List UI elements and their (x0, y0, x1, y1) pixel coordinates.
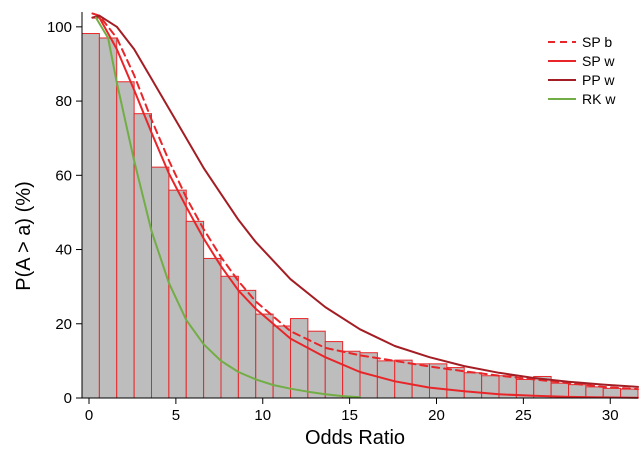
histogram-bar (98, 37, 118, 399)
legend-label: PP w (582, 72, 615, 88)
x-tick-label: 5 (172, 407, 180, 424)
histogram-bar (133, 113, 152, 399)
histogram-bar (463, 372, 483, 399)
axes: 0 20 40 60 80 100 0 5 10 15 20 25 30 (47, 12, 638, 424)
histogram-bar (185, 220, 205, 399)
histogram-bar (446, 367, 465, 399)
y-tick-label: 60 (55, 167, 72, 184)
y-tick-label: 20 (55, 316, 72, 333)
series-line-rk-w (94, 16, 361, 399)
legend-label: RK w (582, 91, 616, 107)
histogram-bar (151, 166, 170, 399)
histogram-bar (220, 275, 239, 399)
legend: SP b SP w PP w RK w (548, 34, 616, 107)
x-tick-label: 10 (254, 407, 271, 424)
series-line-pp-w (91, 14, 639, 388)
y-tick-label: 100 (47, 19, 72, 36)
histogram-bar (394, 359, 413, 399)
histogram-bar (255, 313, 274, 399)
y-tick-label: 0 (64, 390, 72, 407)
histogram-bar (290, 318, 309, 399)
legend-label: SP w (582, 53, 615, 69)
x-tick-label: 25 (515, 407, 532, 424)
histogram-bar (411, 363, 430, 399)
histogram-bars (81, 33, 639, 399)
histogram-bar (168, 189, 187, 399)
x-tick-label: 15 (341, 407, 358, 424)
y-tick-label: 80 (55, 93, 72, 110)
histogram-bar (81, 33, 100, 399)
y-axis-title: P(A > a) (%) (13, 181, 35, 290)
series-lines (91, 12, 639, 399)
histogram-bar (116, 81, 135, 399)
histogram-bar (342, 350, 361, 399)
x-tick-label: 30 (602, 407, 619, 424)
histogram-bar (203, 257, 222, 399)
y-tick-label: 40 (55, 242, 72, 259)
x-tick-label: 0 (85, 407, 93, 424)
series-line-sp-w (91, 16, 639, 399)
x-axis-title: Odds Ratio (305, 427, 405, 449)
x-tick-label: 20 (428, 407, 445, 424)
legend-label: SP b (582, 34, 612, 50)
series-line-sp-b (91, 12, 639, 391)
